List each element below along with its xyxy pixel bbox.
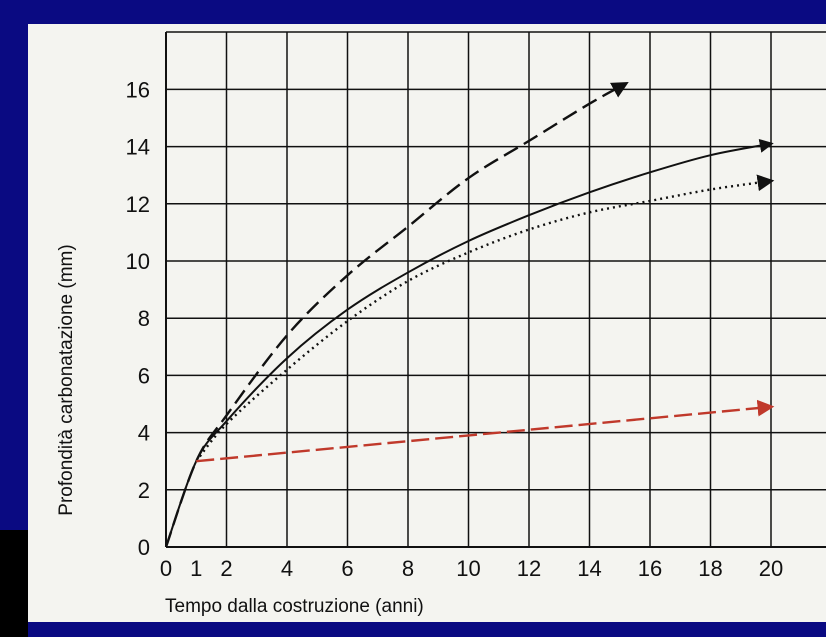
series-dotted-curve bbox=[195, 174, 775, 462]
x-tick-label: 6 bbox=[341, 556, 353, 581]
y-tick-label: 10 bbox=[126, 249, 150, 274]
y-tick-label: 16 bbox=[126, 77, 150, 102]
series-solid-curve bbox=[165, 138, 774, 548]
y-tick-label: 6 bbox=[138, 363, 150, 388]
x-axis-label: Tempo dalla costruzione (anni) bbox=[165, 596, 424, 617]
x-tick-label: 10 bbox=[456, 556, 480, 581]
grid bbox=[165, 31, 826, 548]
y-tick-label: 4 bbox=[138, 421, 150, 446]
x-tick-label: 4 bbox=[281, 556, 293, 581]
series-dashed-curve bbox=[164, 82, 629, 548]
x-tick-label: 16 bbox=[638, 556, 662, 581]
x-tick-label: 12 bbox=[517, 556, 541, 581]
series-layer bbox=[164, 82, 775, 548]
x-tick-label: 2 bbox=[220, 556, 232, 581]
chart-paper bbox=[28, 24, 826, 622]
x-tick-label: 0 bbox=[160, 556, 172, 581]
x-tick-label: 20 bbox=[759, 556, 783, 581]
y-tick-label: 8 bbox=[138, 306, 150, 331]
x-tick-label: 14 bbox=[577, 556, 601, 581]
y-tick-label: 0 bbox=[138, 535, 150, 560]
y-tick-label: 14 bbox=[126, 135, 150, 160]
y-tick-label: 12 bbox=[126, 192, 150, 217]
left-black-bar bbox=[0, 530, 28, 637]
x-tick-label: 8 bbox=[402, 556, 414, 581]
series-red-arrow bbox=[196, 399, 775, 463]
x-tick-label: 1 bbox=[190, 556, 202, 581]
y-tick-label: 2 bbox=[138, 478, 150, 503]
y-axis-label: Profondità carbonatazione (mm) bbox=[56, 244, 77, 515]
x-tick-label: 18 bbox=[698, 556, 722, 581]
